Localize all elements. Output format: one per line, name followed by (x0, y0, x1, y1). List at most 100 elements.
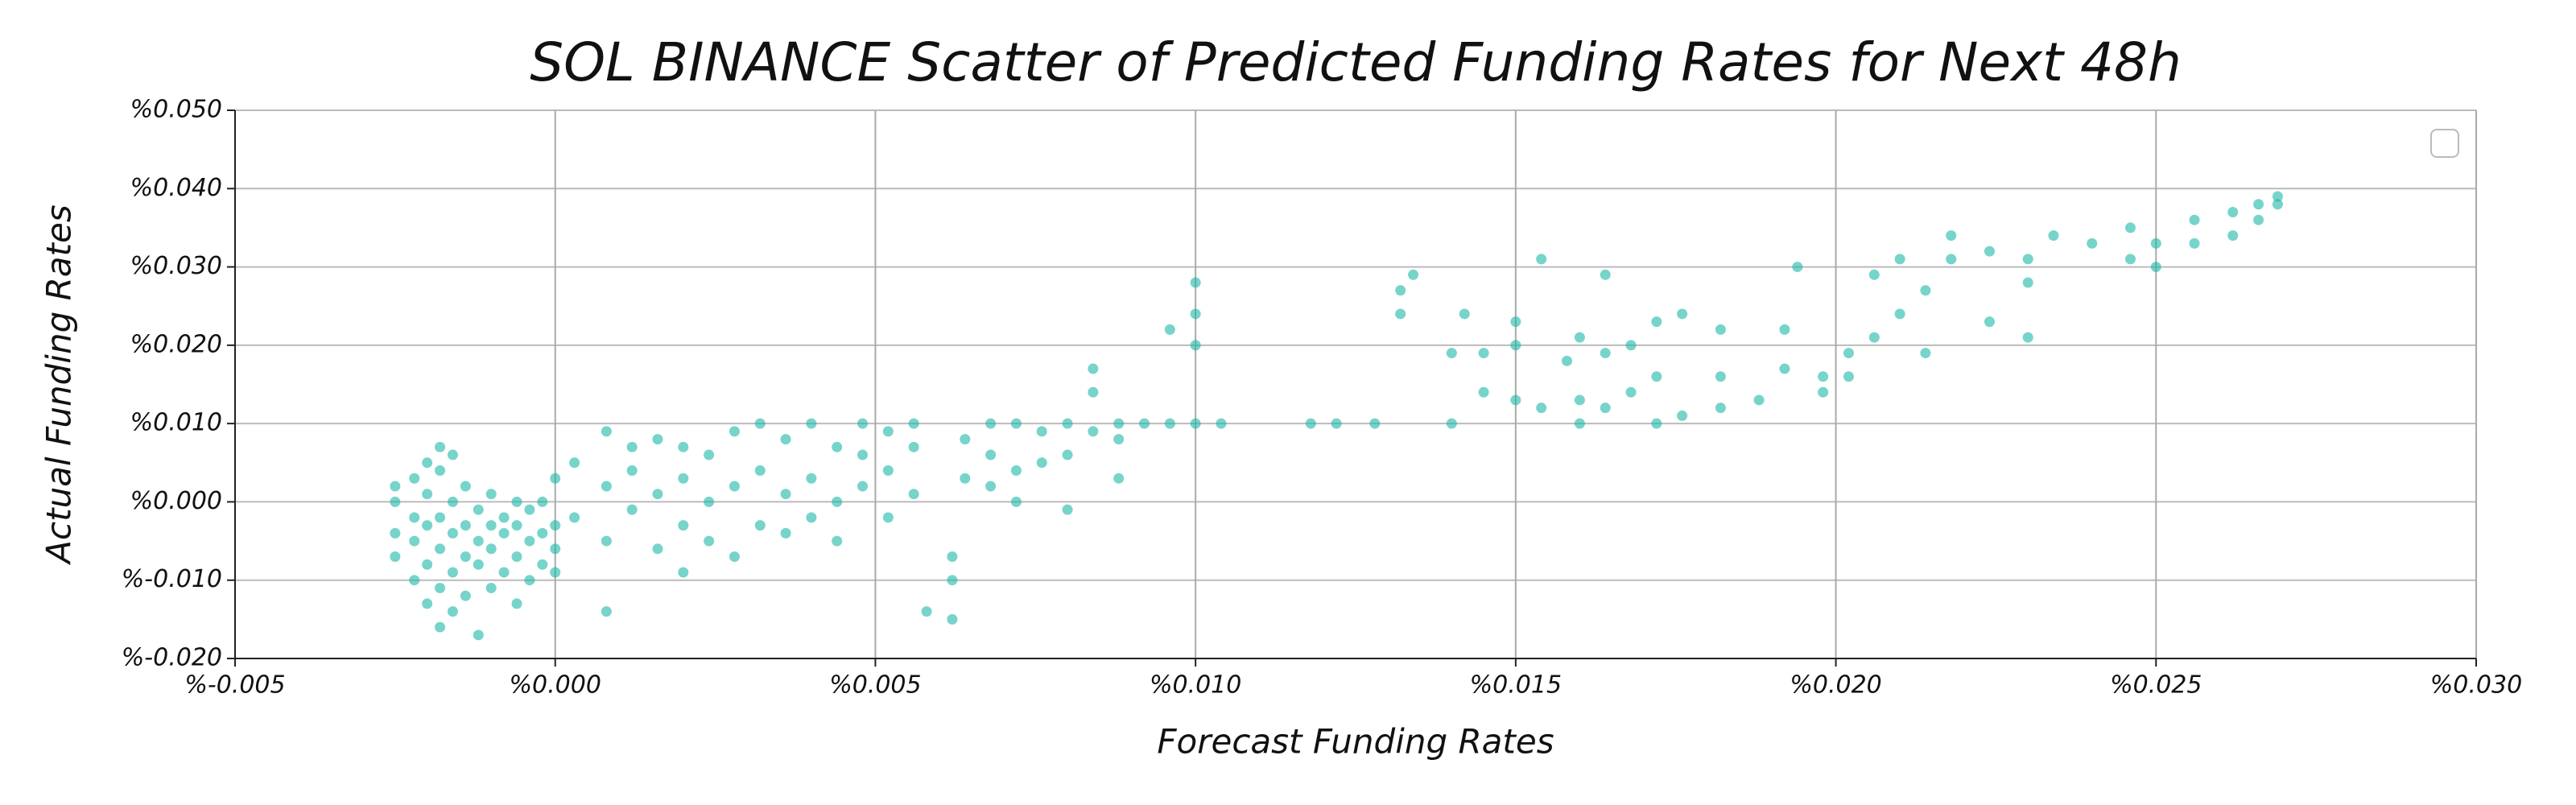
point (511, 551, 522, 563)
point (473, 535, 484, 547)
point (1190, 418, 1201, 429)
point (435, 465, 446, 477)
point (2272, 191, 2283, 202)
point (524, 575, 535, 586)
point (1446, 348, 1457, 359)
point (435, 582, 446, 593)
point (678, 441, 689, 452)
point (729, 551, 740, 563)
point (985, 481, 997, 492)
point (857, 481, 869, 492)
point (780, 489, 791, 500)
point (447, 606, 458, 617)
point (1818, 371, 1829, 382)
point (422, 520, 433, 531)
point (882, 426, 894, 437)
point (729, 481, 740, 492)
point (1113, 473, 1125, 484)
y-tick-label: %0.010 (130, 409, 222, 437)
point (435, 441, 446, 452)
point (652, 434, 663, 445)
point (2189, 214, 2200, 225)
point (857, 449, 869, 460)
point (1088, 386, 1099, 398)
point (1779, 324, 1790, 335)
point (537, 527, 548, 539)
point (1062, 504, 1073, 515)
x-tick-label: %0.025 (2110, 671, 2202, 700)
point (473, 504, 484, 515)
point (1395, 308, 1406, 320)
point (550, 473, 561, 484)
point (1600, 269, 1611, 280)
point (511, 496, 522, 507)
point (1715, 371, 1726, 382)
plot-frame (234, 109, 2477, 659)
point (447, 496, 458, 507)
point (485, 582, 497, 593)
x-tick-label: %0.030 (2430, 671, 2522, 700)
x-tick-label: %-0.005 (184, 671, 285, 700)
point (390, 481, 401, 492)
point (2124, 254, 2136, 265)
point (1779, 363, 1790, 374)
point (1113, 434, 1125, 445)
x-tick-label: %0.020 (1790, 671, 1881, 700)
point (1843, 348, 1854, 359)
point (569, 457, 580, 469)
point (1478, 386, 1489, 398)
point (447, 449, 458, 460)
point (754, 520, 766, 531)
point (485, 543, 497, 555)
point (780, 527, 791, 539)
point (2227, 206, 2239, 217)
y-tick-label: %0.050 (130, 96, 222, 124)
point (409, 512, 420, 523)
point (882, 512, 894, 523)
point (1216, 418, 1227, 429)
point (1536, 402, 1547, 414)
point (1331, 418, 1342, 429)
point (435, 621, 446, 633)
point (704, 535, 715, 547)
point (550, 567, 561, 578)
point (985, 449, 997, 460)
point (2150, 237, 2161, 249)
point (1574, 332, 1585, 343)
point (2189, 237, 2200, 249)
point (832, 441, 843, 452)
point (460, 551, 471, 563)
point (1190, 277, 1201, 288)
point (1677, 308, 1688, 320)
point (1894, 254, 1905, 265)
point (754, 418, 766, 429)
point (1510, 340, 1521, 351)
point (1651, 371, 1662, 382)
point (511, 520, 522, 531)
point (704, 449, 715, 460)
point (921, 606, 932, 617)
point (947, 575, 958, 586)
point (1510, 316, 1521, 328)
point (2150, 262, 2161, 273)
point (2022, 332, 2033, 343)
point (947, 551, 958, 563)
point (409, 575, 420, 586)
point (2272, 199, 2283, 210)
point (537, 559, 548, 570)
point (1946, 230, 1957, 242)
point (550, 520, 561, 531)
point (1920, 348, 1931, 359)
point (1561, 355, 1572, 366)
point (1164, 324, 1175, 335)
point (422, 559, 433, 570)
point (908, 489, 919, 500)
point (960, 473, 971, 484)
point (460, 590, 471, 601)
y-tick-label: %0.020 (130, 330, 222, 358)
point (1478, 348, 1489, 359)
point (908, 441, 919, 452)
point (857, 418, 869, 429)
point (390, 496, 401, 507)
point (2253, 199, 2264, 210)
